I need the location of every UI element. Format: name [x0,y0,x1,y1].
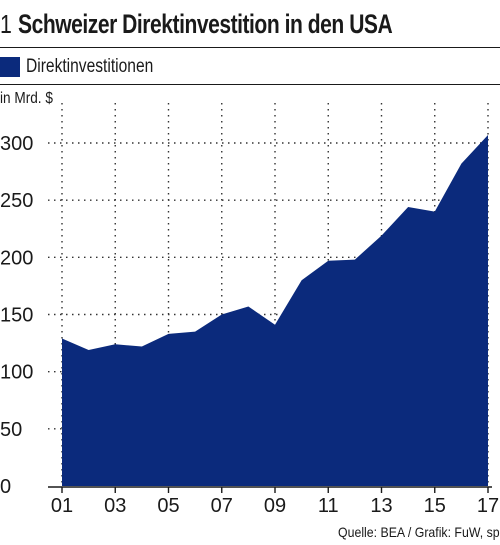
x-tick-label: 15 [424,495,446,517]
y-tick-label: 250 [0,190,33,212]
x-tick-label: 01 [51,495,73,517]
series-area-direktinvestitionen [62,134,488,486]
source-note: Quelle: BEA / Grafik: FuW, sp [338,524,500,540]
y-tick-label: 0 [0,476,11,498]
y-tick-label: 200 [0,247,33,269]
x-tick-label: 13 [370,495,392,517]
chart-title-text: Schweizer Direktinvestition in den USA [18,8,393,39]
y-tick-label: 150 [0,305,33,327]
x-tick-label: 05 [157,495,179,517]
x-tick-label: 09 [264,495,286,517]
legend-divider [0,84,500,85]
legend-label: Direktinvestitionen [26,56,154,77]
title-divider [0,47,500,48]
x-tick-label: 07 [211,495,233,517]
y-tick-label: 50 [0,419,22,441]
x-tick-label: 11 [318,495,339,517]
x-tick-label: 17 [477,495,499,517]
legend-swatch [0,57,20,77]
y-tick-label: 100 [0,362,33,384]
legend: Direktinvestitionen [0,54,181,80]
x-tick-label: 03 [104,495,126,517]
y-axis-unit: in Mrd. $ [0,90,53,107]
y-tick-label: 300 [0,133,33,155]
chart-title: 1 Schweizer Direktinvestition in den USA [0,6,498,42]
chart-number: 1 [0,8,12,39]
